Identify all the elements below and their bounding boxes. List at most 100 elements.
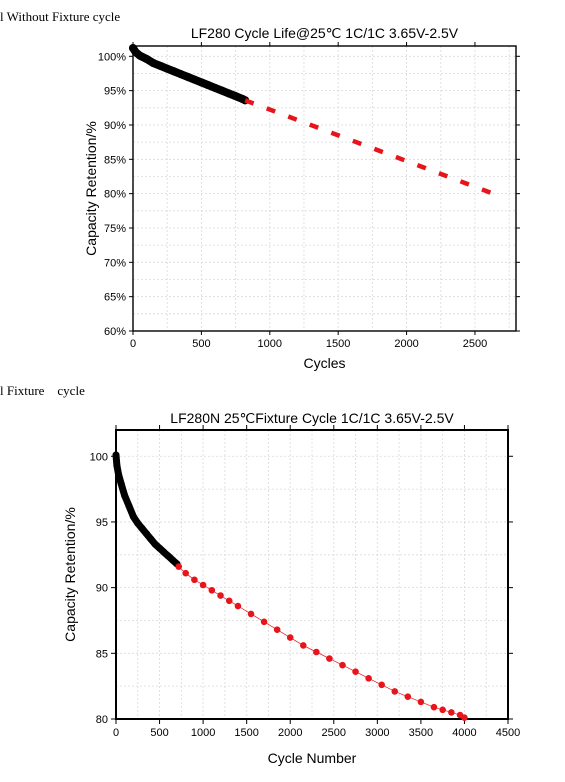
x-tick-label: 1000 (258, 338, 282, 350)
x-tick-label: 1000 (191, 727, 215, 739)
y-tick-label: 90 (96, 583, 108, 595)
projected-point (273, 626, 281, 633)
figure-caption-top: l Without Fixture cycle (0, 9, 121, 24)
projected-point (175, 563, 183, 570)
x-tick-label: 500 (192, 338, 210, 350)
y-tick-label: 70% (104, 257, 126, 269)
projected-point (208, 586, 216, 594)
measured-point (112, 451, 120, 459)
y-tick-label: 95% (104, 86, 126, 98)
measured-point (142, 530, 150, 538)
measured-point (217, 86, 226, 95)
y-tick-label: 80 (96, 714, 108, 726)
projected-point (313, 648, 320, 656)
projected-point (439, 706, 446, 714)
projected-point (430, 703, 438, 711)
chart-title: LF280N 25℃Fixture Cycle 1C/1C 3.65V-2.5V (170, 410, 454, 426)
measured-point (163, 64, 172, 73)
series-projected (175, 563, 468, 721)
measured-curve (112, 451, 181, 568)
projected-point (417, 698, 425, 706)
y-axis-label: Capacity Retention/% (62, 507, 78, 642)
x-axis-label: Cycle Number (268, 750, 357, 766)
x-tick-label: 2500 (463, 338, 487, 350)
y-axis-label: Capacity Retention/% (83, 121, 99, 256)
projected-point (378, 681, 385, 689)
measured-point (170, 67, 179, 76)
x-tick-label: 4000 (452, 727, 476, 739)
measured-point (156, 61, 165, 70)
measured-point (138, 525, 146, 533)
y-tick-label: 85 (96, 648, 108, 660)
projected-point (339, 661, 346, 669)
y-tick-label: 100 (90, 451, 108, 463)
y-tick-label: 90% (104, 120, 126, 132)
projected-point (391, 688, 399, 695)
measured-point (183, 72, 192, 81)
x-tick-label: 4500 (496, 727, 520, 739)
x-tick-label: 1500 (234, 727, 258, 739)
grid (116, 430, 508, 719)
x-tick-label: 500 (150, 727, 168, 739)
x-tick-label: 0 (130, 338, 136, 350)
projected-line (178, 566, 465, 718)
y-tick-label: 85% (104, 154, 126, 166)
projected-point (191, 576, 198, 584)
plot-frame (132, 45, 517, 332)
y-tick-label: 75% (104, 223, 126, 235)
projected-point (365, 674, 372, 682)
x-tick-label: 2000 (278, 727, 302, 739)
measured-point (231, 92, 240, 101)
measured-point (117, 480, 125, 488)
projected-point (448, 709, 455, 716)
y-tick-label: 95 (96, 517, 108, 529)
measured-point (149, 59, 158, 68)
measured-point (204, 81, 213, 90)
projected-point (461, 714, 468, 721)
measured-point (115, 471, 123, 479)
x-tick-label: 3000 (365, 727, 389, 739)
measured-point (113, 461, 121, 469)
projected-point (299, 642, 307, 649)
plot-frame (115, 429, 509, 720)
grid (133, 46, 516, 331)
measured-point (147, 535, 155, 543)
measured-point (129, 513, 137, 521)
measured-point (224, 89, 233, 98)
x-tick-label: 2500 (322, 727, 346, 739)
projected-point (182, 569, 189, 577)
y-tick-label: 60% (104, 326, 126, 338)
x-tick-label: 3500 (409, 727, 433, 739)
projected-point (225, 597, 233, 605)
chart-title: LF280 Cycle Life@25℃ 1C/1C 3.65V-2.5V (191, 25, 459, 41)
measured-point (125, 502, 133, 510)
projected-point (234, 602, 242, 610)
cycle-life-chart-without-fixture: 0 500 1000 1500 2000 2500 60% 65% 70% 75% 80% 85% 90… (83, 25, 520, 371)
x-tick-label: 0 (113, 727, 119, 739)
y-tick-label: 80% (104, 189, 126, 201)
y-tick-label: 65% (104, 292, 126, 304)
projected-point (326, 655, 333, 662)
series-measured (112, 451, 181, 568)
projected-point (286, 634, 294, 641)
x-tick-label: 1500 (326, 338, 350, 350)
measured-point (211, 83, 220, 92)
projected-point (260, 618, 268, 626)
projected-point (404, 693, 412, 700)
x-tick-label: 2000 (394, 338, 418, 350)
measured-point (190, 75, 199, 84)
projected-point (199, 581, 207, 589)
measured-point (134, 519, 142, 527)
measured-point (121, 492, 129, 500)
measured-point (197, 78, 206, 87)
figure-caption-bottom: l Fixture cycle (0, 383, 85, 398)
projected-point (217, 592, 224, 599)
projected-point (247, 610, 255, 618)
x-axis-label: Cycles (303, 355, 345, 371)
series-measured (129, 44, 250, 105)
measured-point (142, 55, 151, 64)
measured-point (135, 51, 144, 60)
measured-point (176, 70, 185, 79)
y-tick-label: 100% (98, 51, 126, 63)
